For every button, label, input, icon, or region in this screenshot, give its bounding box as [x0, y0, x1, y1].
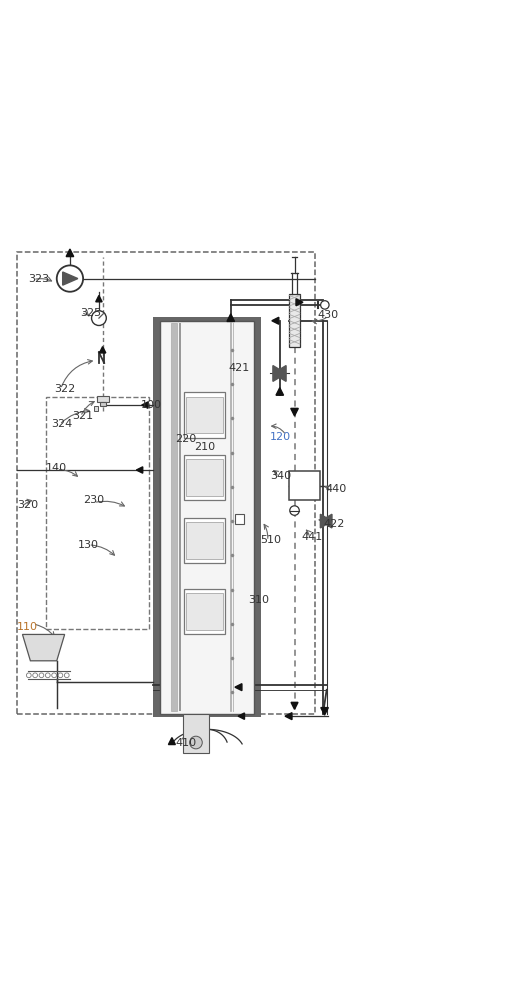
Text: 510: 510: [260, 535, 281, 545]
FancyBboxPatch shape: [289, 471, 320, 500]
FancyBboxPatch shape: [153, 317, 261, 717]
FancyBboxPatch shape: [98, 396, 109, 402]
Polygon shape: [66, 249, 74, 257]
Text: 340: 340: [270, 471, 292, 481]
Polygon shape: [136, 467, 143, 473]
Polygon shape: [273, 366, 286, 381]
Text: 320: 320: [17, 500, 38, 510]
Polygon shape: [238, 713, 244, 719]
Polygon shape: [100, 347, 106, 353]
Text: 110: 110: [17, 622, 38, 632]
Polygon shape: [272, 317, 279, 324]
FancyBboxPatch shape: [184, 392, 225, 438]
Text: 210: 210: [194, 442, 215, 452]
Text: 321: 321: [73, 411, 94, 421]
FancyBboxPatch shape: [289, 294, 301, 347]
FancyBboxPatch shape: [184, 589, 225, 634]
Polygon shape: [276, 388, 284, 395]
Polygon shape: [296, 299, 303, 306]
FancyBboxPatch shape: [235, 514, 244, 524]
Text: 140: 140: [46, 463, 67, 473]
Circle shape: [190, 736, 202, 749]
Text: 230: 230: [83, 495, 104, 505]
Text: 325: 325: [81, 308, 102, 318]
Text: 410: 410: [175, 738, 197, 748]
Polygon shape: [291, 408, 298, 416]
FancyBboxPatch shape: [187, 459, 223, 496]
FancyBboxPatch shape: [187, 593, 223, 630]
FancyBboxPatch shape: [183, 714, 209, 753]
Polygon shape: [22, 634, 65, 661]
FancyBboxPatch shape: [100, 402, 107, 406]
Text: 421: 421: [228, 363, 249, 373]
Circle shape: [92, 311, 107, 325]
Polygon shape: [63, 272, 78, 285]
FancyBboxPatch shape: [94, 406, 98, 411]
Polygon shape: [142, 402, 148, 408]
Polygon shape: [320, 514, 332, 528]
Text: 100: 100: [141, 400, 162, 410]
Text: 441: 441: [302, 532, 323, 542]
Text: 323: 323: [28, 274, 49, 284]
Text: 324: 324: [51, 419, 73, 429]
Polygon shape: [321, 708, 329, 715]
Text: 220: 220: [175, 434, 197, 444]
Circle shape: [321, 301, 329, 309]
FancyBboxPatch shape: [160, 321, 254, 714]
FancyBboxPatch shape: [184, 455, 225, 500]
Circle shape: [57, 265, 83, 292]
Text: 440: 440: [325, 484, 347, 494]
Polygon shape: [169, 738, 175, 745]
Polygon shape: [285, 713, 292, 720]
FancyBboxPatch shape: [171, 323, 178, 711]
Circle shape: [290, 506, 299, 515]
FancyBboxPatch shape: [187, 522, 223, 559]
FancyBboxPatch shape: [187, 397, 223, 433]
Polygon shape: [235, 684, 242, 691]
Text: 310: 310: [248, 595, 269, 605]
Polygon shape: [291, 702, 298, 709]
Text: 130: 130: [78, 540, 99, 550]
FancyBboxPatch shape: [184, 518, 225, 563]
FancyBboxPatch shape: [179, 323, 181, 711]
Polygon shape: [320, 514, 332, 528]
Polygon shape: [96, 295, 102, 302]
Text: 430: 430: [317, 310, 339, 320]
Polygon shape: [227, 314, 234, 321]
Text: 422: 422: [323, 519, 344, 529]
Text: 120: 120: [270, 432, 292, 442]
Polygon shape: [273, 366, 286, 381]
Text: 322: 322: [54, 384, 75, 394]
